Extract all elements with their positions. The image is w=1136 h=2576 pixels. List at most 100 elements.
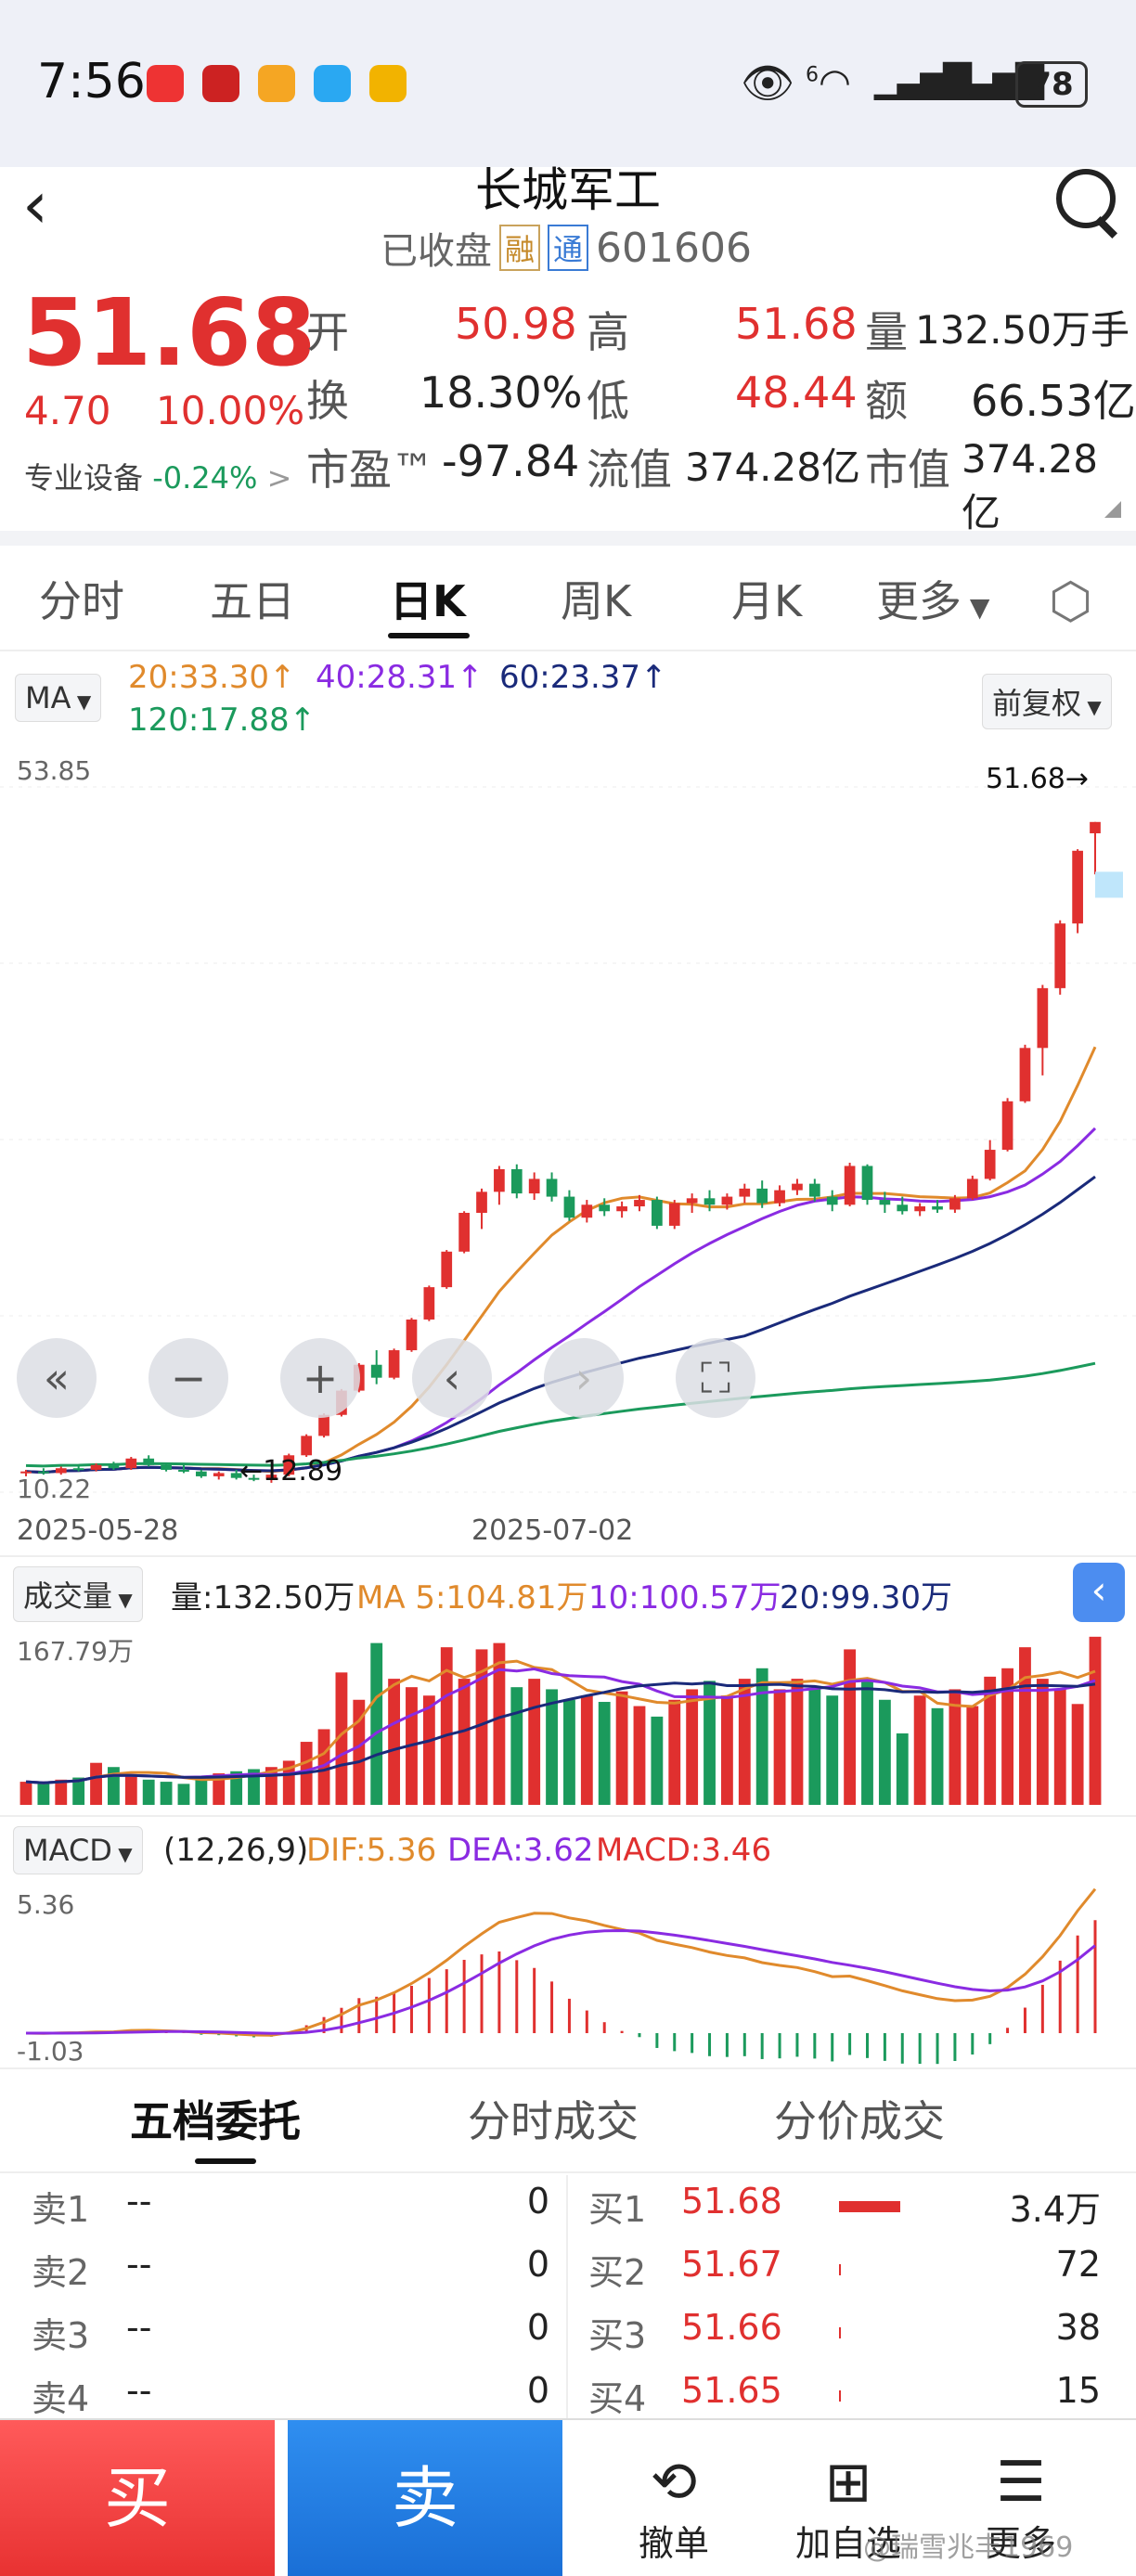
- candle-body: [949, 1198, 961, 1210]
- ma40-legend: 40:28.31↑: [316, 659, 484, 696]
- settings-hex-icon[interactable]: ⬡: [1049, 572, 1093, 630]
- buy-qty-bar: [839, 2327, 841, 2338]
- sell-button[interactable]: 卖: [288, 2420, 562, 2576]
- candle-body: [668, 1203, 680, 1226]
- wifi-icon: 6◠: [806, 61, 851, 104]
- signal-icon-2: ▁▃▅▇: [947, 58, 1044, 100]
- scroll-left-button[interactable]: ‹: [412, 1338, 492, 1418]
- adjust-button[interactable]: 前复权 ▼: [982, 674, 1112, 729]
- zoom-out-button[interactable]: −: [148, 1338, 228, 1418]
- candle-body: [984, 1150, 996, 1179]
- ma-button-label: MA: [25, 680, 71, 715]
- macd-value-legend: MACD:3.46: [596, 1832, 772, 1869]
- buy-level-qty: 38: [1055, 2307, 1101, 2348]
- back-icon[interactable]: ‹: [22, 167, 48, 243]
- candle-body: [792, 1183, 803, 1191]
- cancel-order-button[interactable]: ⟲ 撤单: [590, 2450, 757, 2566]
- sell-level-price: --: [126, 2181, 152, 2222]
- volume-bar: [896, 1732, 909, 1805]
- sector-name: 专业设备: [24, 460, 144, 496]
- buy-level-label: 买3: [588, 2315, 647, 2356]
- volume-bar: [475, 1649, 488, 1805]
- volume-bar: [335, 1672, 348, 1805]
- x-label-mid: 2025-07-02: [471, 1514, 634, 1547]
- tab-price-trades[interactable]: 分价成交: [774, 2096, 945, 2146]
- search-app-icon: [314, 65, 351, 102]
- volume-bar: [317, 1729, 330, 1805]
- buy-level-label: 买4: [588, 2378, 647, 2419]
- more-button[interactable]: ☰ 更多: [937, 2450, 1104, 2566]
- tab-daily-k[interactable]: 日K: [390, 576, 466, 626]
- tab-more[interactable]: 更多 ▼: [876, 568, 989, 629]
- ma60-value: 60:23.37: [499, 659, 641, 696]
- candle-body: [826, 1196, 838, 1205]
- buy-level-price: 51.66: [681, 2307, 782, 2348]
- candle-body: [423, 1287, 435, 1320]
- candle-body: [195, 1471, 207, 1476]
- volume-value: 132.50万手: [915, 307, 1130, 353]
- low-price-marker: ←12.89: [239, 1455, 343, 1488]
- volume-bar: [1053, 1689, 1066, 1805]
- tab-weekly-k[interactable]: 周K: [561, 576, 632, 626]
- vol-ma5-value: 5:104.81万: [415, 1579, 588, 1616]
- more-label: 更多: [985, 2523, 1056, 2564]
- add-watch-label: 加自选: [794, 2523, 901, 2564]
- fullscreen-button[interactable]: ⛶: [676, 1338, 755, 1418]
- expand-corner-icon[interactable]: [1104, 501, 1121, 518]
- volume-bar: [1001, 1668, 1013, 1805]
- macd-dea-legend: DEA:3.62: [447, 1832, 594, 1869]
- macd-max-label: 5.36: [17, 1889, 75, 1920]
- mkt-cap-value: 374.28亿: [962, 436, 1098, 535]
- tab-monthly-k[interactable]: 月K: [731, 576, 803, 626]
- volume-bar: [633, 1706, 646, 1805]
- volume-bar: [598, 1702, 611, 1805]
- candle-body: [686, 1198, 698, 1204]
- buy-qty-bar: [839, 2390, 841, 2402]
- candle-body: [599, 1204, 611, 1212]
- y-max-label: 53.85: [17, 755, 92, 786]
- candle-body: [265, 1475, 278, 1480]
- add-watchlist-button[interactable]: ⊞ 加自选: [765, 2450, 932, 2566]
- tab-time-trades[interactable]: 分时成交: [468, 2096, 639, 2146]
- eye-icon: 👁: [741, 58, 795, 108]
- volume-bar: [248, 1769, 260, 1805]
- candle-body: [406, 1319, 418, 1351]
- kline-chart[interactable]: [0, 750, 1136, 1585]
- candle-body: [704, 1198, 716, 1205]
- status-time: 7:56: [37, 54, 146, 109]
- candle-body: [248, 1477, 260, 1480]
- search-icon[interactable]: [1056, 169, 1116, 228]
- volume-selector-button[interactable]: 成交量 ▼: [13, 1566, 143, 1622]
- chevron-down-icon: ▼: [962, 592, 990, 623]
- macd-chart[interactable]: [0, 1884, 1136, 2069]
- scroll-right-button[interactable]: ›: [544, 1338, 624, 1418]
- candle-body: [161, 1464, 172, 1470]
- tab-five-day[interactable]: 五日: [210, 576, 295, 626]
- tab-order-book[interactable]: 五档委托: [130, 2096, 301, 2146]
- candle-body: [546, 1179, 558, 1197]
- volume-chart[interactable]: [0, 1615, 1136, 1810]
- order-divider: [0, 2171, 1136, 2173]
- zoom-in-button[interactable]: +: [280, 1338, 360, 1418]
- price-range-marker: [1095, 871, 1123, 898]
- sell-level-price: --: [126, 2370, 152, 2411]
- buy-button[interactable]: 买: [0, 2420, 275, 2576]
- candle-body: [1019, 1048, 1031, 1101]
- macd-selector-button[interactable]: MACD ▼: [13, 1826, 143, 1874]
- tab-intraday[interactable]: 分时: [39, 576, 124, 626]
- current-price: 51.68: [22, 278, 316, 387]
- volume-divider: [0, 1815, 1136, 1817]
- rewind-button[interactable]: «: [17, 1338, 97, 1418]
- buy-level-price: 51.67: [681, 2244, 782, 2285]
- buy-qty-bar: [839, 2201, 900, 2212]
- volume-bar: [720, 1695, 733, 1805]
- collapse-panel-button[interactable]: ‹: [1073, 1563, 1125, 1622]
- sector-link[interactable]: 专业设备 -0.24% >: [24, 460, 292, 496]
- candle-body: [283, 1455, 295, 1475]
- volume-bar: [878, 1699, 891, 1805]
- ma-selector-button[interactable]: MA ▼: [15, 674, 102, 722]
- volume-bar: [615, 1691, 628, 1805]
- watermark: @瑞雪兆丰1969: [863, 2531, 1074, 2564]
- stock-subtitle: 已收盘 融 通 601606: [381, 221, 752, 275]
- volume-bar: [949, 1689, 962, 1805]
